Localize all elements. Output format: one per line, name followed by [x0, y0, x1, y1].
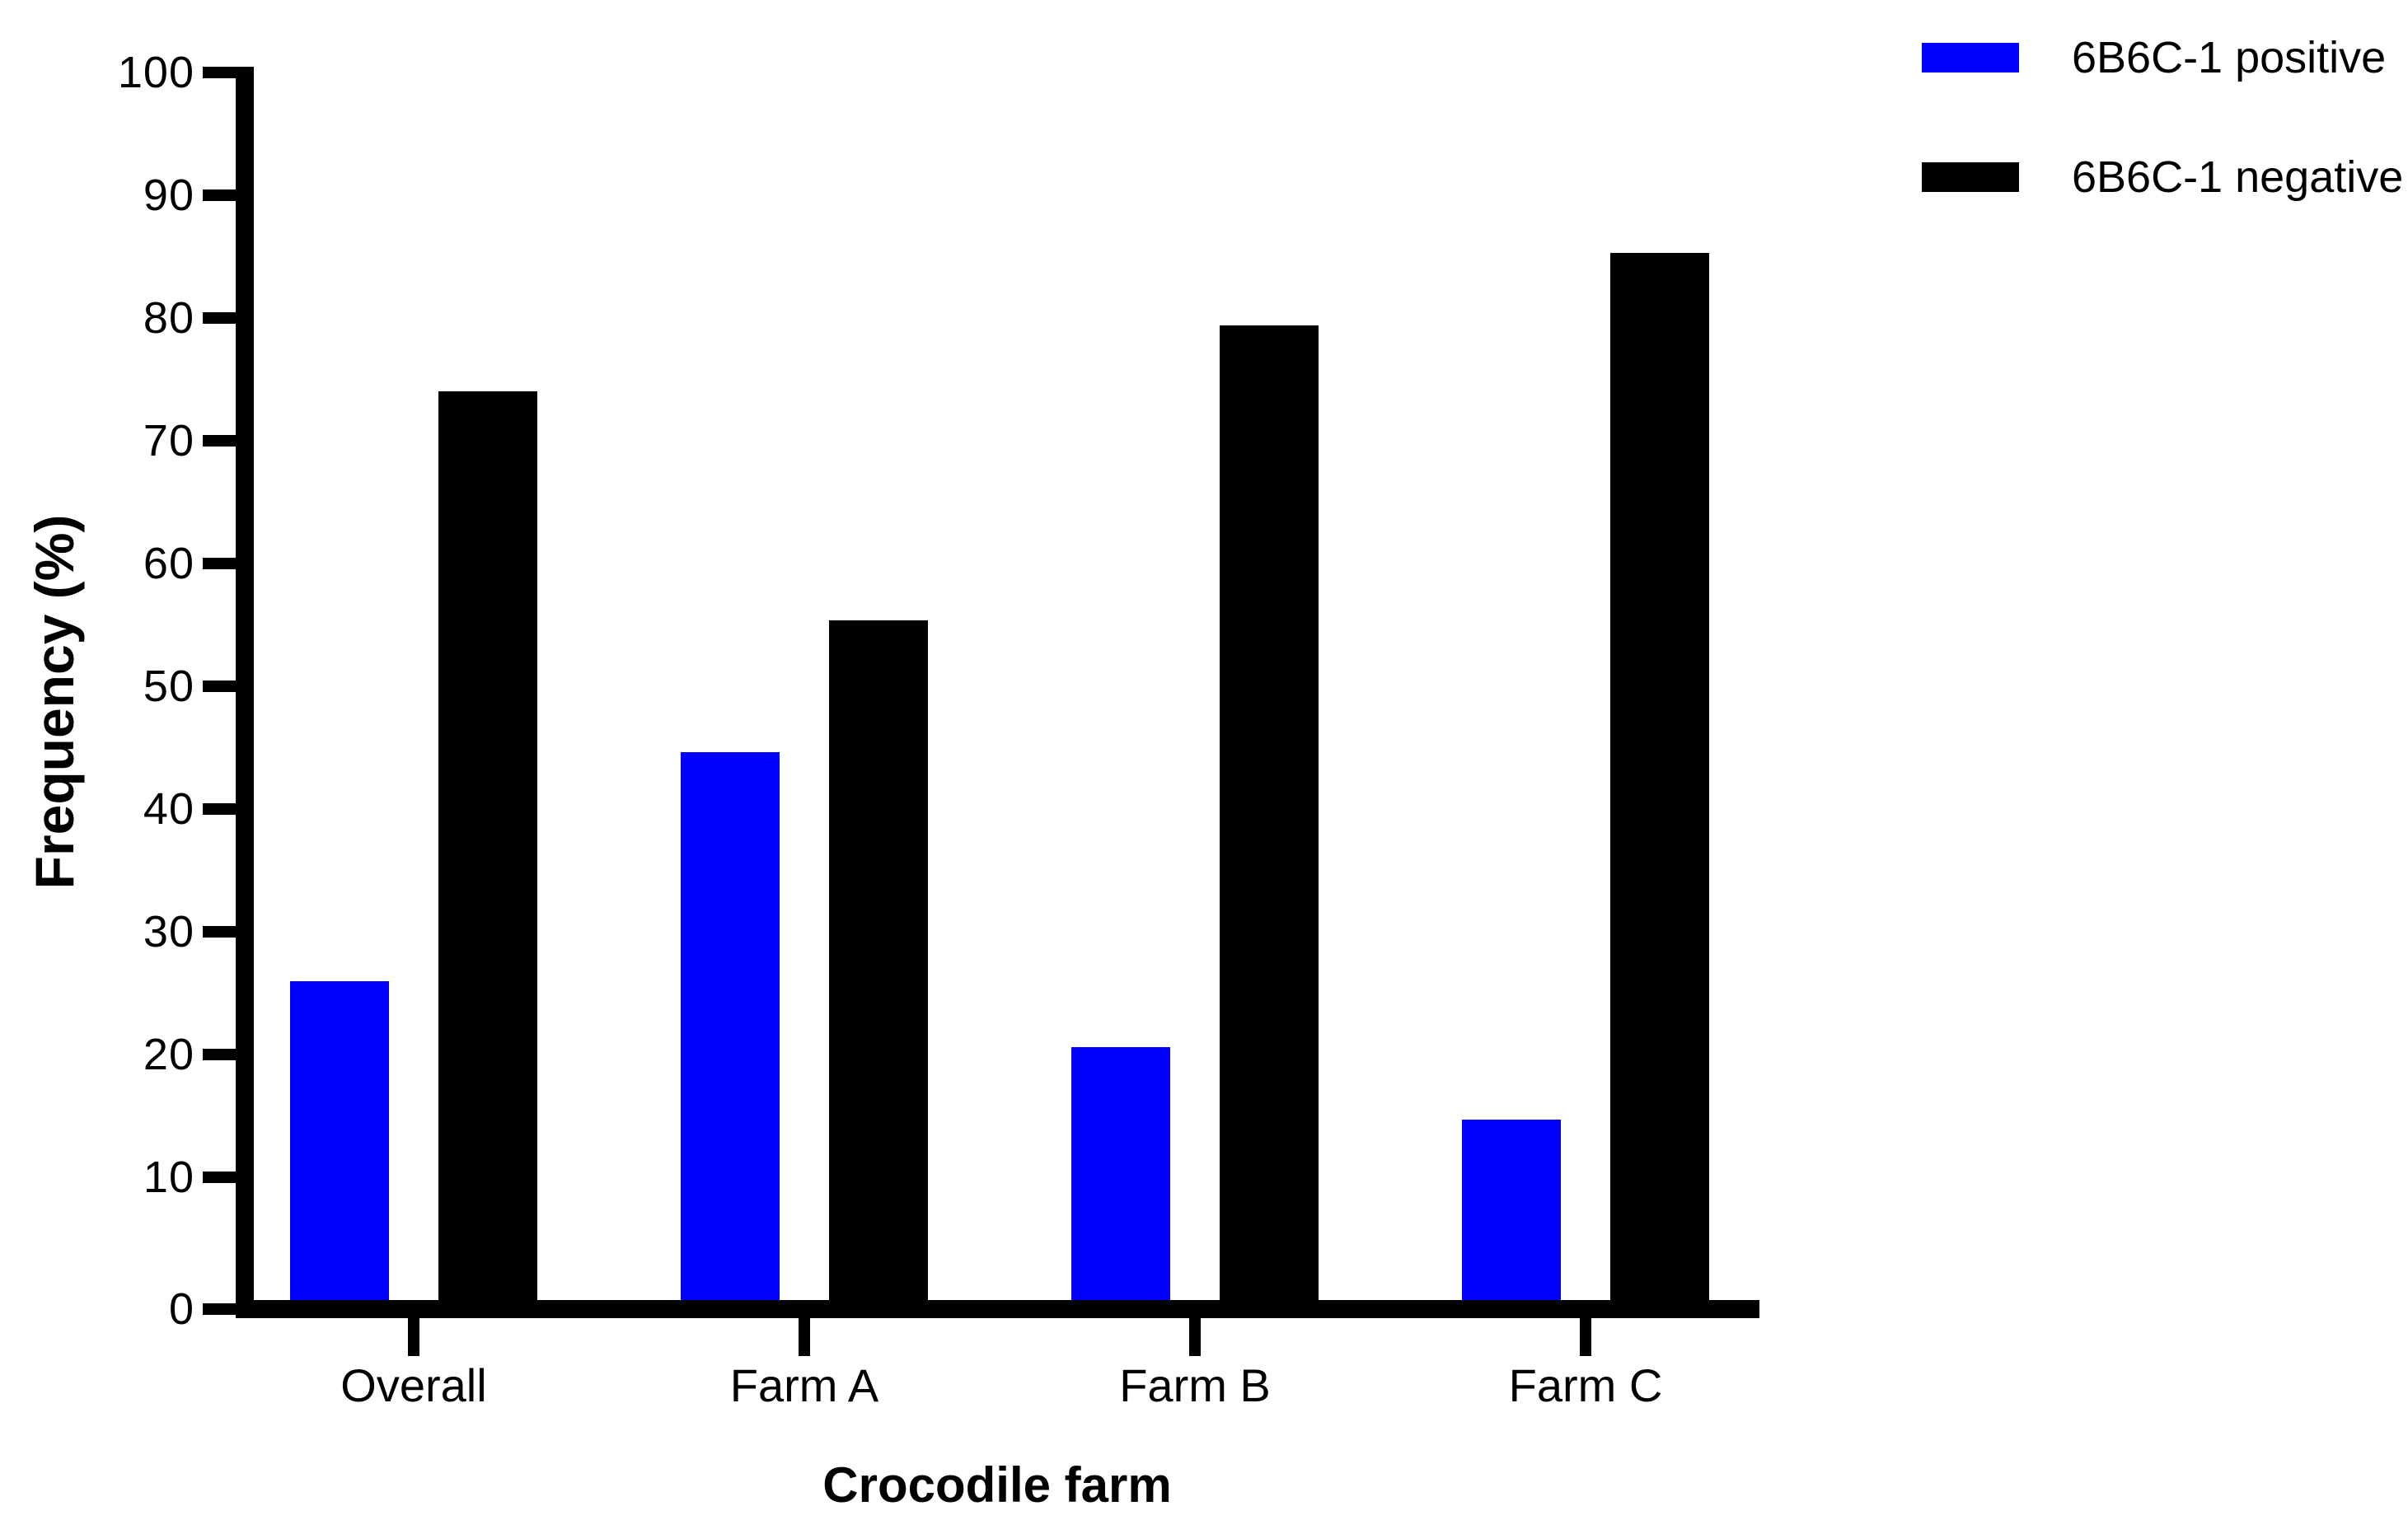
x-tick [799, 1318, 810, 1356]
x-category-label: Farm A [729, 1359, 879, 1411]
y-tick [203, 1172, 236, 1183]
y-tick [203, 312, 236, 324]
y-tick-label: 90 [143, 171, 194, 220]
x-tick [1189, 1318, 1201, 1356]
legend-item-positive: 6B6C-1 positive [1922, 33, 2403, 82]
y-tick-label: 100 [117, 48, 194, 97]
y-tick-label: 60 [143, 539, 194, 588]
y-tick-label: 80 [143, 293, 194, 343]
y-tick-label: 40 [143, 784, 194, 834]
bar-farm-b-negative [1220, 325, 1319, 1300]
x-axis-title: Crocodile farm [822, 1457, 1172, 1513]
legend-label-negative: 6B6C-1 negative [2072, 152, 2404, 202]
y-tick [203, 803, 236, 815]
bar-farm-a-positive [681, 752, 780, 1300]
y-tick [203, 189, 236, 201]
legend-label-positive: 6B6C-1 positive [2072, 33, 2387, 82]
legend: 6B6C-1 positive 6B6C-1 negative [1922, 33, 2403, 202]
y-tick-label: 0 [168, 1284, 194, 1334]
x-category-label: Overall [340, 1359, 487, 1411]
y-tick-label: 30 [143, 907, 194, 956]
bar-farm-a-negative [829, 620, 928, 1300]
y-axis-spine [236, 67, 254, 1318]
bar-farm-c-negative [1610, 253, 1709, 1300]
legend-item-negative: 6B6C-1 negative [1922, 152, 2403, 202]
y-tick [203, 67, 236, 78]
y-tick [203, 558, 236, 569]
y-tick [203, 435, 236, 447]
x-tick [408, 1318, 419, 1356]
y-tick [203, 680, 236, 692]
bar-farm-c-positive [1462, 1120, 1561, 1300]
x-axis-spine [236, 1300, 1759, 1318]
bar-farm-b-positive [1071, 1047, 1170, 1300]
y-tick-label: 70 [143, 416, 194, 465]
bar-overall-negative [438, 391, 537, 1300]
x-tick [1580, 1318, 1591, 1356]
y-tick [203, 926, 236, 938]
y-tick-label: 20 [143, 1030, 194, 1079]
y-tick [203, 1303, 236, 1315]
y-tick [203, 1049, 236, 1060]
legend-swatch-positive [1922, 43, 2019, 72]
x-category-label: Farm B [1119, 1359, 1271, 1411]
bar-overall-positive [290, 981, 389, 1300]
legend-swatch-negative [1922, 162, 2019, 192]
y-tick-label: 10 [143, 1153, 194, 1202]
x-category-label: Farm C [1508, 1359, 1663, 1411]
y-tick-label: 50 [143, 662, 194, 711]
